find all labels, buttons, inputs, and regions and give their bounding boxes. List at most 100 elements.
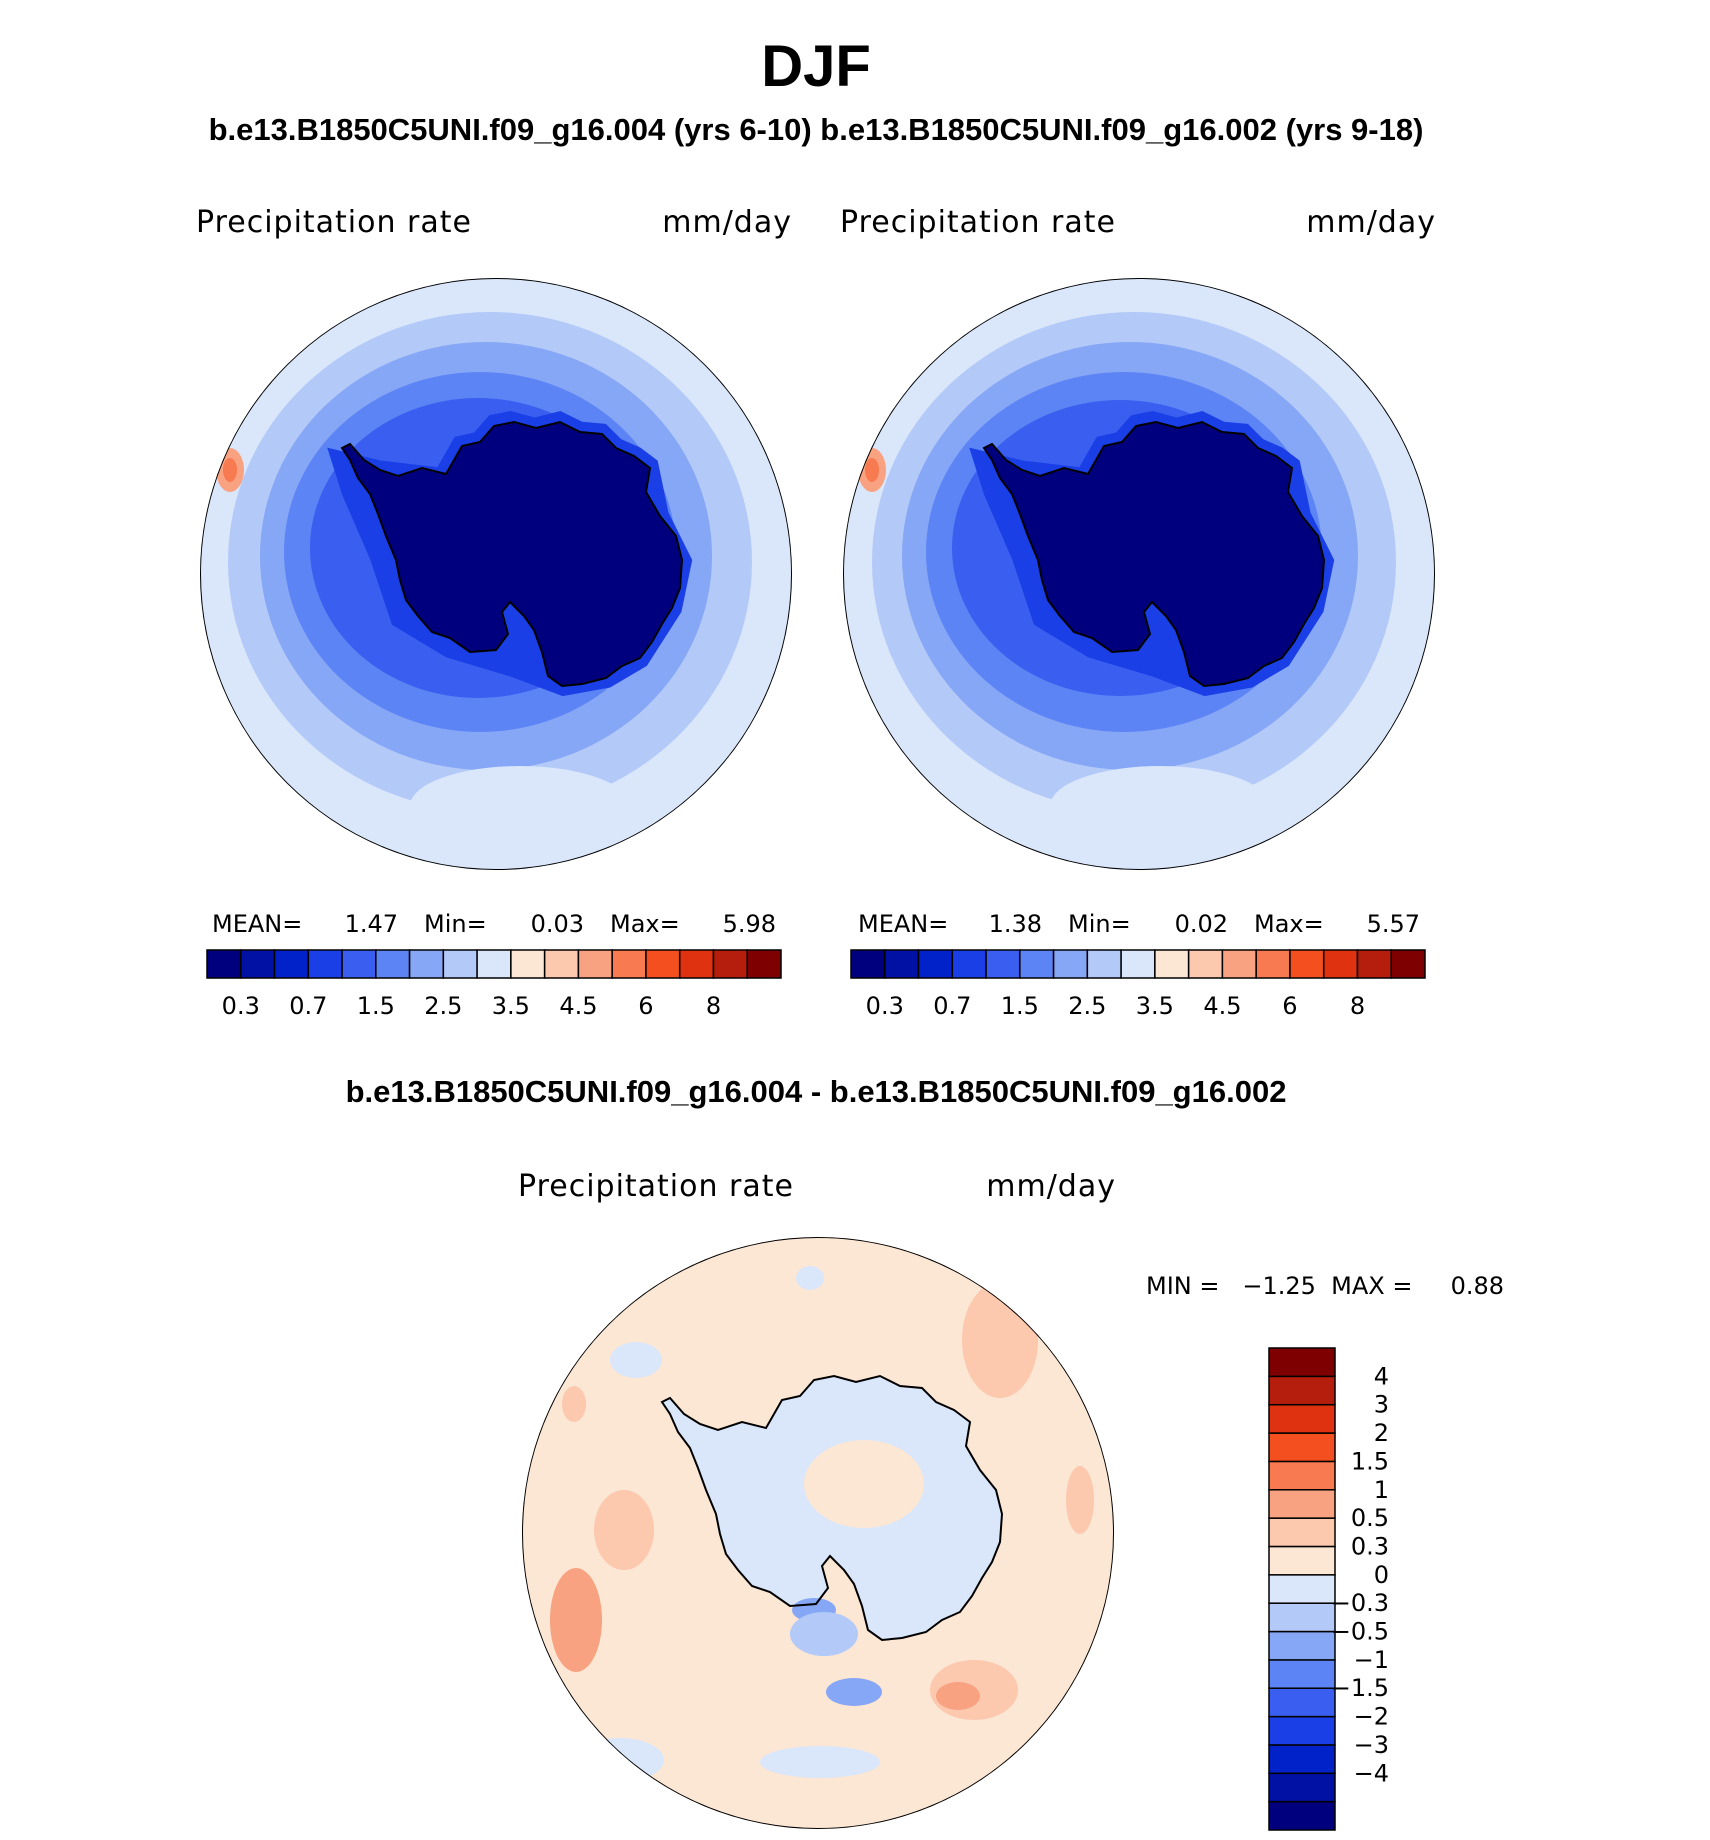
right-colorbar-swatch-6	[1052, 949, 1089, 979]
left-colorbar-tick-label: 8	[706, 992, 721, 1020]
top-subtitle: b.e13.B1850C5UNI.f09_g16.004 (yrs 6-10) …	[209, 112, 1424, 147]
left-colorbar-swatch-14	[678, 949, 715, 979]
right-colorbar-swatch-11	[1221, 949, 1257, 979]
diff-colorbar-tick-label: −2	[1354, 1703, 1389, 1731]
diff-colorbar-tick-label: −1	[1354, 1646, 1389, 1674]
diff-stats: MIN = −1.25 MAX = 0.88	[1146, 1272, 1504, 1300]
diff-colorbar-swatch-12	[1268, 1460, 1336, 1491]
diff-colorbar-tick-label: 0.5	[1351, 1504, 1389, 1532]
right-colorbar-tick-label: 6	[1282, 992, 1297, 1020]
right-min-value: 0.02	[1175, 910, 1228, 938]
diff-colorbar-swatch-13	[1268, 1432, 1336, 1463]
diff-subtitle: b.e13.B1850C5UNI.f09_g16.004 - b.e13.B18…	[346, 1074, 1287, 1109]
diff-units-label: mm/day	[986, 1169, 1116, 1204]
left-colorbar-swatch-5	[375, 949, 411, 979]
right-max-label: Max=	[1254, 910, 1324, 938]
diff-colorbar-swatch-5	[1268, 1659, 1336, 1689]
left-colorbar-tick-label: 3.5	[492, 992, 530, 1020]
left-colorbar-swatch-8	[476, 949, 512, 979]
diff-colorbar-swatch-10	[1268, 1517, 1336, 1548]
right-colorbar-swatch-1	[884, 949, 920, 979]
right-colorbar-swatch-13	[1289, 949, 1325, 979]
right-colorbar-swatch-2	[917, 949, 954, 979]
diff-colorbar-swatch-2	[1268, 1744, 1336, 1775]
right-units-label: mm/day	[1306, 205, 1436, 240]
diff-panel: Precipitation rate mm/day	[518, 1169, 1504, 1831]
left-colorbar-swatch-11	[577, 949, 613, 979]
right-panel: Precipitation rate mm/day MEAN= 1.38 Min…	[840, 205, 1436, 1020]
left-colorbar-swatch-3	[307, 949, 343, 979]
left-panel: Precipitation rate mm/day MEAN= 1.47 Min…	[196, 205, 792, 1020]
left-colorbar-tick-label: 0.3	[222, 992, 260, 1020]
right-colorbar-swatch-8	[1120, 949, 1156, 979]
left-colorbar-tick-label: 4.5	[559, 992, 597, 1020]
right-colorbar-swatch-10	[1187, 949, 1224, 979]
diff-colorbar-swatch-11	[1268, 1489, 1336, 1519]
diff-colorbar-tick-label: −0.3	[1331, 1589, 1389, 1617]
diff-colorbar-swatch-9	[1268, 1545, 1336, 1576]
right-mean-value: 1.38	[989, 910, 1042, 938]
left-colorbar-swatch-15	[712, 949, 748, 979]
left-colorbar-swatch-6	[408, 949, 445, 979]
diff-colorbar-tick-label: 2	[1374, 1419, 1389, 1447]
left-colorbar-tick-label: 2.5	[424, 992, 462, 1020]
left-min-value: 0.03	[531, 910, 584, 938]
right-colorbar-tick-label: 0.7	[933, 992, 971, 1020]
right-colorbar-swatch-12	[1255, 949, 1291, 979]
diff-colorbar-tick-label: −1.5	[1331, 1674, 1389, 1702]
diff-colorbar-tick-label: 1.5	[1351, 1447, 1389, 1475]
left-colorbar-swatch-7	[442, 949, 478, 979]
left-max-value: 5.98	[723, 910, 776, 938]
left-colorbar-tick-label: 0.7	[289, 992, 327, 1020]
right-max-value: 5.57	[1367, 910, 1420, 938]
right-colorbar-swatch-9	[1154, 949, 1190, 979]
diff-colorbar-tick-label: −0.5	[1331, 1618, 1389, 1646]
left-mean-label: MEAN=	[212, 910, 302, 938]
right-variable-label: Precipitation rate	[840, 205, 1116, 240]
right-colorbar-swatch-15	[1356, 949, 1392, 979]
right-colorbar-tick-label: 3.5	[1136, 992, 1174, 1020]
left-min-label: Min=	[424, 910, 487, 938]
left-max-label: Max=	[610, 910, 680, 938]
right-colorbar-swatch-5	[1019, 949, 1055, 979]
right-colorbar-swatch-16	[1390, 949, 1426, 979]
diff-colorbar-swatch-16	[1268, 1347, 1336, 1378]
diff-colorbar-swatch-4	[1268, 1687, 1336, 1718]
diff-colorbar-tick-label: 3	[1374, 1391, 1389, 1419]
left-colorbar-swatch-0	[206, 949, 242, 979]
diff-colorbar-swatch-7	[1268, 1602, 1336, 1633]
left-colorbar-tick-label: 6	[638, 992, 653, 1020]
left-colorbar-swatch-10	[543, 949, 580, 979]
diff-colorbar-swatch-14	[1268, 1403, 1336, 1434]
left-colorbar-swatch-4	[341, 949, 377, 979]
right-colorbar-swatch-3	[951, 949, 987, 979]
diff-colorbar-swatch-0	[1268, 1800, 1336, 1831]
diff-colorbar-swatch-6	[1268, 1630, 1336, 1661]
diff-colorbar-tick-label: 4	[1374, 1362, 1389, 1390]
right-colorbar-tick-label: 0.3	[866, 992, 904, 1020]
right-min-label: Min=	[1068, 910, 1131, 938]
right-colorbar-swatch-7	[1086, 949, 1122, 979]
figure-title: DJF	[761, 34, 871, 99]
right-colorbar-tick-label: 4.5	[1203, 992, 1241, 1020]
diff-colorbar-tick-label: −3	[1354, 1731, 1389, 1759]
diff-colorbar-swatch-3	[1268, 1715, 1336, 1746]
diff-colorbar-tick-label: 1	[1374, 1476, 1389, 1504]
right-colorbar-tick-label: 1.5	[1001, 992, 1039, 1020]
diff-map	[522, 1237, 1114, 1829]
left-variable-label: Precipitation rate	[196, 205, 472, 240]
right-colorbar-swatch-14	[1322, 949, 1359, 979]
diff-colorbar-swatch-8	[1268, 1574, 1336, 1604]
right-colorbar-tick-label: 8	[1350, 992, 1365, 1020]
right-colorbar-swatch-0	[850, 949, 886, 979]
right-colorbar: 0.3 0.7 1.5 2.5 3.5 4.5 6 8	[850, 949, 1426, 1020]
left-colorbar-swatch-12	[611, 949, 647, 979]
diff-variable-label: Precipitation rate	[518, 1169, 794, 1204]
right-colorbar-tick-label: 2.5	[1068, 992, 1106, 1020]
left-colorbar-swatch-9	[510, 949, 546, 979]
diff-colorbar-tick-label: 0	[1374, 1561, 1389, 1589]
right-map	[843, 278, 1435, 870]
left-map	[200, 278, 792, 870]
